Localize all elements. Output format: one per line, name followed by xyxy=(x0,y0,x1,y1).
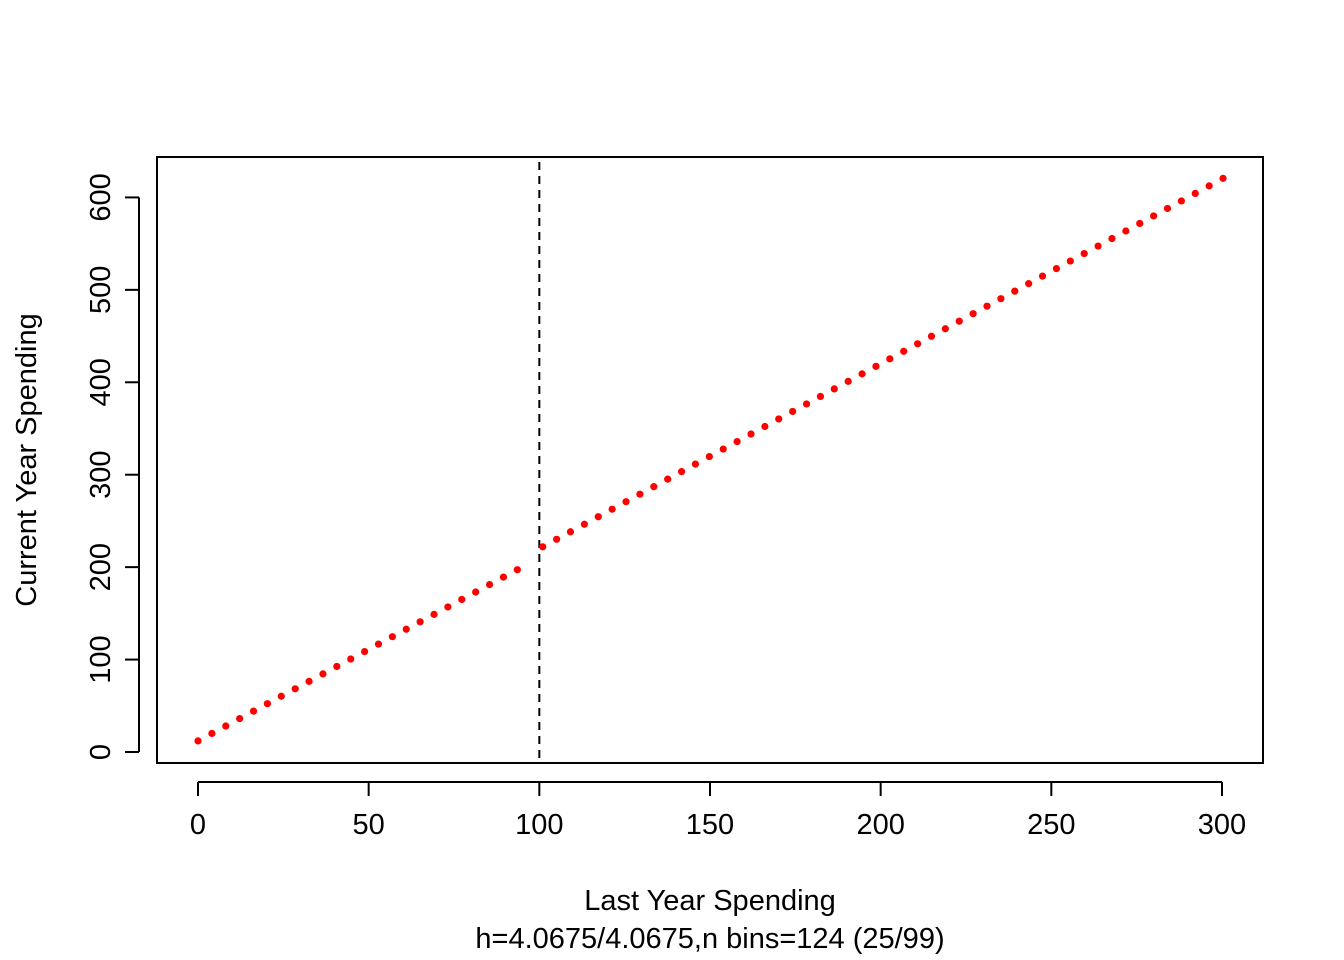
data-point xyxy=(1191,189,1199,197)
data-point xyxy=(858,370,866,378)
data-point xyxy=(291,685,299,693)
data-point xyxy=(664,475,672,483)
data-point xyxy=(941,325,949,333)
data-point xyxy=(927,332,936,340)
data-point xyxy=(844,377,852,385)
y-axis: 0 100 200 300 400 500 600 xyxy=(85,173,140,760)
x-axis-title: Last Year Spending xyxy=(584,885,836,917)
data-point xyxy=(872,362,880,370)
data-point xyxy=(1122,227,1130,235)
data-point xyxy=(1025,280,1033,288)
data-point xyxy=(969,310,977,318)
data-point xyxy=(539,543,547,551)
data-point xyxy=(1066,257,1074,265)
data-point xyxy=(361,647,369,656)
data-point xyxy=(1163,204,1172,213)
plot-frame xyxy=(156,156,1264,764)
data-point xyxy=(499,573,508,581)
data-point xyxy=(263,700,272,708)
data-point xyxy=(1038,272,1047,280)
data-point xyxy=(319,670,327,678)
data-point xyxy=(430,610,438,618)
data-point xyxy=(816,392,825,401)
data-point xyxy=(802,400,811,408)
data-point xyxy=(608,505,616,513)
data-point xyxy=(747,430,755,438)
data-point xyxy=(983,302,991,310)
data-point xyxy=(1108,234,1116,243)
x-tick-label: 200 xyxy=(856,809,904,841)
data-point xyxy=(1150,212,1158,220)
data-point xyxy=(513,566,521,574)
data-point xyxy=(733,437,741,446)
data-point xyxy=(305,677,313,685)
x-axis-subtitle: h=4.0675/4.0675,n bins=124 (25/99) xyxy=(475,923,944,955)
data-point xyxy=(1205,182,1213,190)
data-point xyxy=(472,588,480,596)
x-tick-label: 50 xyxy=(353,809,385,841)
data-point xyxy=(249,707,258,715)
data-point xyxy=(580,520,588,528)
y-tick-label: 500 xyxy=(85,266,117,314)
data-point xyxy=(402,625,410,633)
x-tick-label: 300 xyxy=(1198,809,1246,841)
data-point xyxy=(636,490,644,498)
data-point xyxy=(900,347,908,355)
data-point xyxy=(1177,197,1185,205)
data-point xyxy=(553,535,561,543)
data-point xyxy=(1052,265,1061,273)
data-point xyxy=(458,595,466,604)
data-point xyxy=(691,460,700,468)
data-point xyxy=(388,633,396,641)
data-point xyxy=(789,407,797,416)
data-point xyxy=(1011,287,1019,295)
data-point xyxy=(416,618,424,626)
x-tick-label: 250 xyxy=(1027,809,1075,841)
data-point xyxy=(347,655,355,663)
data-point xyxy=(719,445,727,453)
data-point xyxy=(594,513,602,521)
y-tick-label: 0 xyxy=(85,744,117,760)
data-point xyxy=(208,729,216,738)
y-axis-title: Current Year Spending xyxy=(11,313,43,606)
y-tick-label: 300 xyxy=(85,451,117,499)
data-point xyxy=(485,580,494,589)
x-tick-label: 100 xyxy=(515,809,563,841)
data-point xyxy=(222,722,230,730)
data-point xyxy=(886,355,894,363)
data-point xyxy=(830,385,838,393)
data-point xyxy=(1094,242,1102,250)
data-point xyxy=(333,662,341,671)
data-point xyxy=(677,468,686,476)
x-axis: 0 50 100 150 200 250 300 xyxy=(190,781,1246,841)
points-group xyxy=(194,174,1227,745)
data-point xyxy=(955,317,963,325)
data-point xyxy=(444,603,452,611)
data-point xyxy=(374,640,383,648)
y-tick-label: 400 xyxy=(85,358,117,406)
data-point xyxy=(1080,249,1088,258)
y-tick-label: 100 xyxy=(85,635,117,683)
data-point xyxy=(705,452,713,461)
data-point xyxy=(566,528,575,536)
data-point xyxy=(650,483,658,491)
data-point xyxy=(761,422,769,431)
data-point xyxy=(277,692,285,700)
data-point xyxy=(622,498,630,506)
data-point xyxy=(775,415,783,423)
x-tick-label: 0 xyxy=(190,809,206,841)
data-point xyxy=(1219,174,1227,182)
data-point xyxy=(1136,219,1144,228)
data-point xyxy=(194,737,202,745)
data-point xyxy=(236,714,244,723)
x-tick-label: 150 xyxy=(686,809,734,841)
y-tick-label: 600 xyxy=(85,173,117,221)
data-point xyxy=(997,295,1005,303)
y-tick-label: 200 xyxy=(85,543,117,591)
data-point xyxy=(914,340,922,348)
